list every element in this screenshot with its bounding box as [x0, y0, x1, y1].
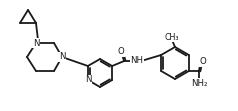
Text: CH₃: CH₃: [165, 33, 179, 42]
Text: O: O: [118, 48, 124, 56]
Text: NH: NH: [131, 56, 144, 65]
Text: N: N: [59, 53, 65, 61]
Text: N: N: [85, 75, 91, 84]
Text: O: O: [199, 57, 206, 66]
Text: N: N: [33, 39, 39, 48]
Text: NH₂: NH₂: [192, 78, 208, 87]
